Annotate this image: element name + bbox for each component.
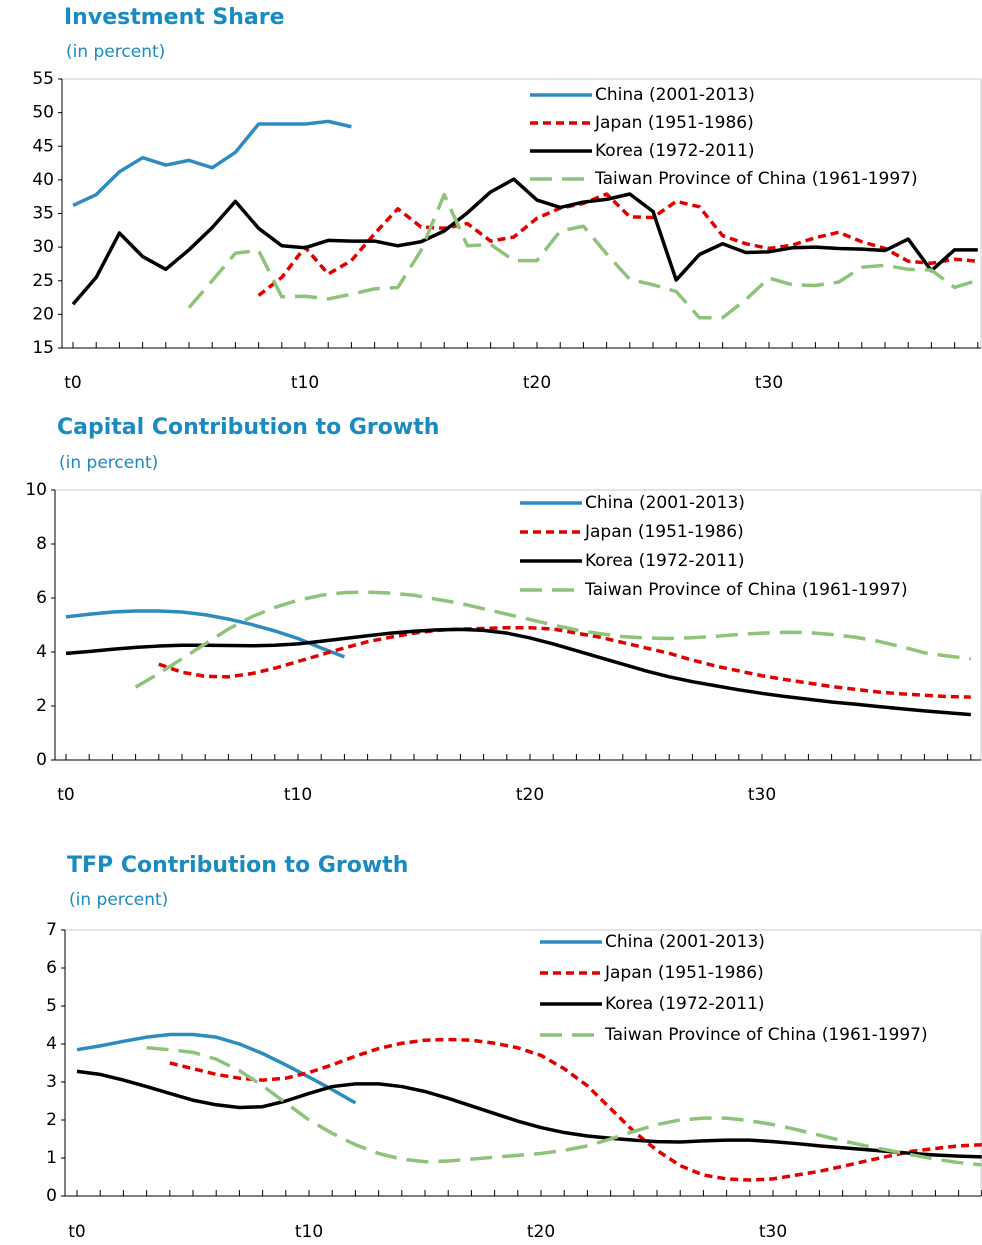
series-line [65, 609, 346, 659]
x-tick-label: t30 [755, 373, 783, 393]
y-tick-label: 2 [46, 1110, 57, 1130]
y-tick-label: 8 [36, 534, 47, 554]
chart-title: TFP Contribution to Growth [67, 853, 408, 878]
series-line [257, 192, 978, 297]
x-tick-label: t0 [64, 373, 81, 393]
legend-label: Taiwan Province of China (1961-1997) [594, 169, 918, 189]
x-tick-label: t10 [295, 1222, 323, 1242]
y-tick-label: 15 [32, 338, 54, 358]
x-tick-label: t20 [516, 785, 544, 805]
legend-label: Japan (1951-1986) [584, 522, 744, 542]
y-tick-label: 10 [25, 480, 47, 500]
legend-label: Korea (1972-2011) [595, 141, 755, 161]
x-tick-label: t10 [284, 785, 312, 805]
y-tick-label: 2 [36, 696, 47, 716]
chart-title: Investment Share [64, 5, 285, 30]
x-tick-label: t0 [68, 1222, 85, 1242]
y-tick-label: 25 [32, 271, 54, 291]
x-tick-label: t30 [759, 1222, 787, 1242]
y-tick-label: 40 [32, 170, 54, 190]
series-line [158, 625, 971, 699]
legend-label: Japan (1951-1986) [594, 113, 754, 133]
plot-frame [54, 489, 982, 761]
y-tick-label: 45 [32, 136, 54, 156]
series-line [76, 1069, 982, 1159]
series-line [169, 1037, 982, 1182]
y-tick-label: 55 [32, 69, 54, 89]
y-tick-label: 6 [46, 958, 57, 978]
series-line [72, 119, 352, 208]
chart-subtitle: (in percent) [59, 453, 158, 473]
y-tick-label: 3 [46, 1072, 57, 1092]
y-tick-label: 7 [46, 920, 57, 940]
y-tick-label: 5 [46, 996, 57, 1016]
y-tick-label: 30 [32, 237, 54, 257]
y-tick-label: 0 [36, 750, 47, 770]
y-tick-label: 0 [46, 1186, 57, 1206]
legend-label: Korea (1972-2011) [585, 551, 745, 571]
series-line [76, 1032, 357, 1105]
y-tick-label: 6 [36, 588, 47, 608]
y-tick-label: 4 [46, 1034, 57, 1054]
chart-subtitle: (in percent) [69, 890, 168, 910]
legend-label: Taiwan Province of China (1961-1997) [604, 1025, 928, 1045]
y-tick-label: 20 [32, 304, 54, 324]
chart-subtitle: (in percent) [66, 42, 165, 62]
legend-label: China (2001-2013) [595, 85, 755, 105]
y-tick-label: 50 [32, 103, 54, 123]
x-tick-label: t20 [523, 373, 551, 393]
legend-label: Taiwan Province of China (1961-1997) [584, 580, 908, 600]
series-line [134, 590, 972, 689]
y-tick-label: 35 [32, 204, 54, 224]
x-tick-label: t10 [291, 373, 319, 393]
legend-label: China (2001-2013) [585, 493, 745, 513]
chart-title: Capital Contribution to Growth [57, 415, 439, 440]
y-tick-label: 1 [46, 1148, 57, 1168]
legend-label: China (2001-2013) [605, 932, 765, 952]
legend-label: Korea (1972-2011) [605, 994, 765, 1014]
series-line [71, 177, 978, 306]
x-tick-label: t0 [57, 785, 74, 805]
legend-label: Japan (1951-1986) [604, 963, 764, 983]
x-tick-label: t30 [748, 785, 776, 805]
plot-frame [61, 78, 982, 349]
x-tick-label: t20 [527, 1222, 555, 1242]
y-tick-label: 4 [36, 642, 47, 662]
series-line [187, 192, 979, 320]
series-line [65, 627, 971, 717]
